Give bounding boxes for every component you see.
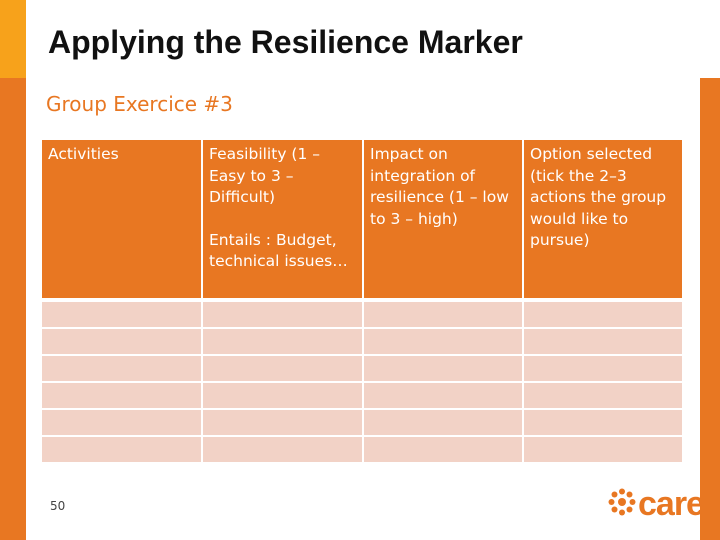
right-side-bar — [700, 78, 720, 540]
table-cell[interactable] — [362, 408, 524, 437]
table-cell[interactable] — [362, 381, 524, 410]
page-number: 50 — [50, 499, 66, 513]
table-row — [40, 298, 684, 329]
header-text: Option selected (tick the 2–3 actions th… — [530, 145, 667, 249]
table-cell[interactable] — [40, 381, 203, 410]
table-cell[interactable] — [40, 408, 203, 437]
table-cell[interactable] — [201, 327, 364, 356]
table-cell[interactable] — [362, 435, 524, 464]
care-logo-text: care — [638, 485, 705, 523]
accent-bar — [0, 0, 26, 78]
left-side-bar — [0, 78, 26, 540]
table-row — [40, 354, 684, 383]
table-row — [40, 327, 684, 356]
header-text: Activities — [48, 145, 119, 163]
table-cell[interactable] — [362, 298, 524, 329]
header-activities: Activities — [40, 138, 203, 301]
table-cell[interactable] — [362, 354, 524, 383]
header-feasibility: Feasibility (1 – Easy to 3 – Difficult) … — [201, 138, 364, 301]
table-row — [40, 381, 684, 410]
table-cell[interactable] — [201, 354, 364, 383]
slide-title: Applying the Resilience Marker — [48, 24, 523, 60]
header-impact: Impact on integration of resilience (1 –… — [362, 138, 524, 301]
table-row — [40, 408, 684, 437]
table-cell[interactable] — [40, 327, 203, 356]
table-cell[interactable] — [522, 298, 684, 329]
header-text: Impact on integration of resilience (1 –… — [370, 145, 509, 228]
table-cell[interactable] — [201, 435, 364, 464]
table-cell[interactable] — [362, 327, 524, 356]
table-cell[interactable] — [522, 381, 684, 410]
table-cell[interactable] — [522, 354, 684, 383]
table-cell[interactable] — [40, 354, 203, 383]
table-header-row: Activities Feasibility (1 – Easy to 3 – … — [40, 138, 684, 301]
table-cell[interactable] — [40, 298, 203, 329]
table-cell[interactable] — [522, 408, 684, 437]
slide-subtitle: Group Exercice #3 — [46, 92, 233, 116]
table-cell[interactable] — [522, 327, 684, 356]
exercise-table: Activities Feasibility (1 – Easy to 3 – … — [40, 138, 684, 464]
header-option-selected: Option selected (tick the 2–3 actions th… — [522, 138, 684, 301]
header-note: Entails : Budget, technical issues… — [209, 230, 348, 271]
table-row — [40, 435, 684, 464]
table-cell[interactable] — [522, 435, 684, 464]
table-cell[interactable] — [201, 408, 364, 437]
table-cell[interactable] — [40, 435, 203, 464]
care-logo: care — [608, 485, 708, 524]
table-cell[interactable] — [201, 381, 364, 410]
header-text: Feasibility (1 – Easy to 3 – Difficult) — [209, 145, 321, 206]
table-cell[interactable] — [201, 298, 364, 329]
care-logo-icon — [608, 488, 636, 516]
